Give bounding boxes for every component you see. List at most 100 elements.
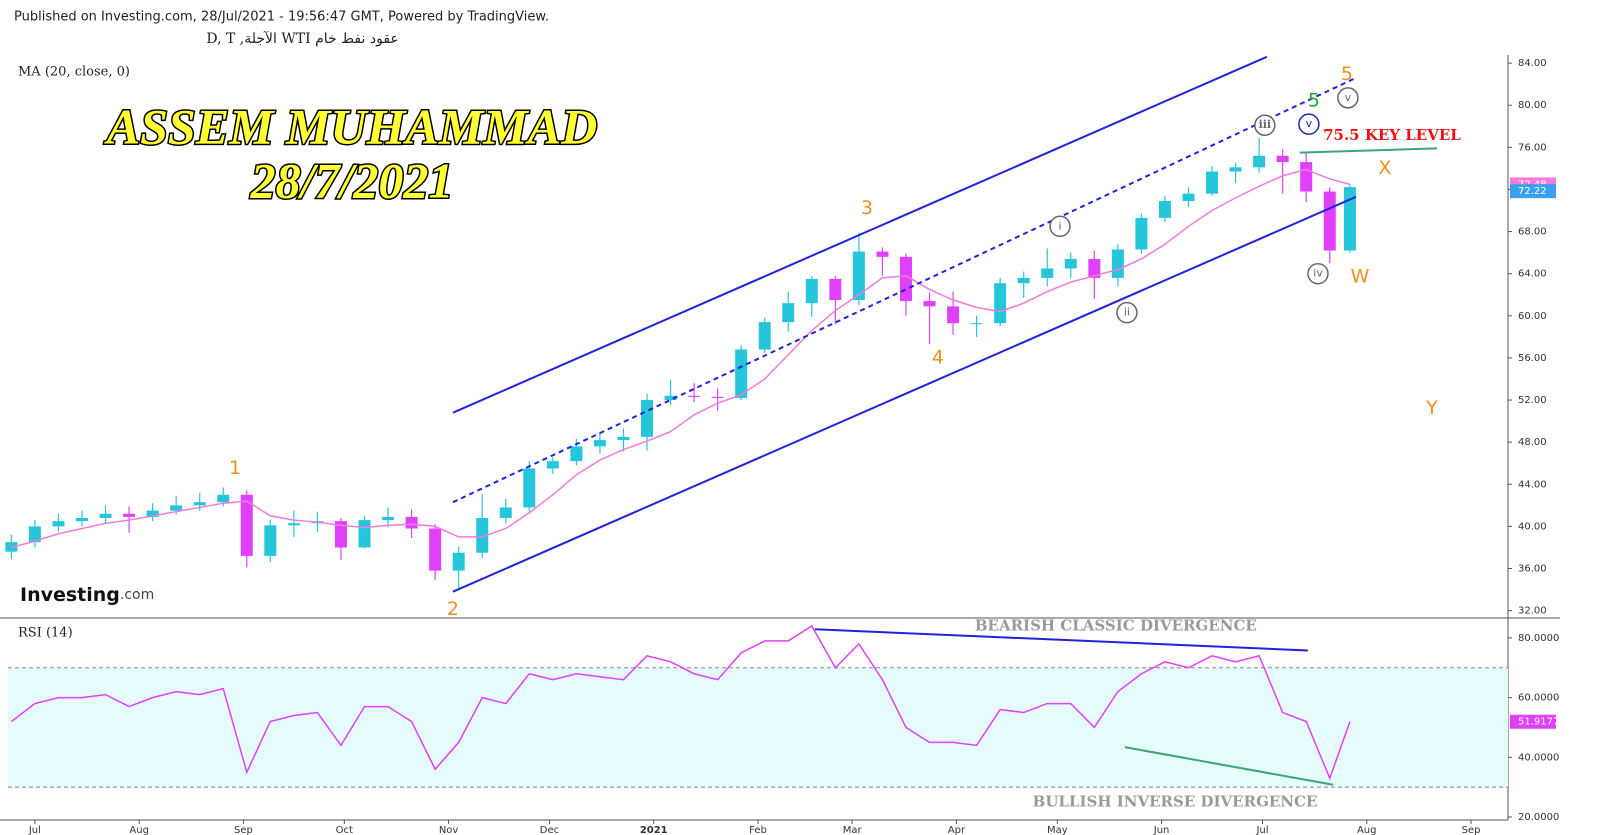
brand-name: Investing bbox=[20, 584, 120, 606]
trend-line bbox=[814, 628, 1308, 652]
candle-body bbox=[617, 436, 630, 441]
last-value-badge bbox=[1510, 714, 1556, 729]
wave-label: iii bbox=[1259, 118, 1272, 131]
candle-body bbox=[1017, 277, 1030, 284]
trend-line bbox=[452, 55, 1268, 414]
candle-body bbox=[240, 494, 253, 556]
y-tick-label: 32.00 bbox=[1518, 606, 1547, 617]
candle-body bbox=[52, 521, 65, 527]
wave-label: v bbox=[1345, 91, 1352, 104]
candle-body bbox=[170, 505, 183, 511]
y-tick-label: 52.00 bbox=[1518, 395, 1547, 406]
candle-body bbox=[664, 395, 677, 401]
candle-body bbox=[735, 349, 748, 398]
y-tick-label: 76.00 bbox=[1518, 142, 1547, 153]
candle-body bbox=[405, 516, 418, 529]
y-tick-label: 44.00 bbox=[1518, 479, 1547, 490]
candle-body bbox=[1323, 191, 1336, 251]
candle-body bbox=[264, 525, 277, 556]
candle-body bbox=[523, 468, 536, 508]
candle-body bbox=[1158, 201, 1171, 218]
wave-circle bbox=[1116, 301, 1138, 324]
x-tick-label: Oct bbox=[336, 825, 353, 835]
brand-suffix: .com bbox=[120, 587, 154, 603]
candle-body bbox=[193, 502, 206, 506]
x-tick-label: Aug bbox=[1357, 825, 1377, 835]
candle-body bbox=[1300, 162, 1313, 192]
candle-body bbox=[688, 395, 701, 397]
candle-body bbox=[1276, 155, 1289, 163]
annotation: 2 bbox=[447, 598, 459, 620]
annotation: 5 bbox=[1308, 90, 1320, 112]
x-tick-label: May bbox=[1047, 825, 1068, 835]
y-tick-label: 60.00 bbox=[1518, 311, 1547, 322]
candle-body bbox=[758, 322, 771, 350]
candle-body bbox=[99, 513, 112, 518]
annotation: BULLISH INVERSE DIVERGENCE bbox=[1033, 793, 1318, 811]
annotation: 75.5 KEY LEVEL bbox=[1323, 126, 1461, 144]
candle-body bbox=[1182, 193, 1195, 202]
annotation: X bbox=[1378, 157, 1391, 179]
candle-body bbox=[1229, 167, 1242, 172]
rsi-band bbox=[8, 667, 1508, 788]
candle-body bbox=[75, 517, 88, 522]
y-tick-label: 84.00 bbox=[1518, 58, 1547, 69]
candle-body bbox=[994, 283, 1007, 324]
candle-body bbox=[876, 251, 889, 257]
brand: Investing.com bbox=[20, 584, 154, 606]
wave-circle bbox=[1049, 215, 1071, 238]
wave-label: ii bbox=[1124, 306, 1130, 319]
candle-body bbox=[641, 400, 654, 437]
ma-line bbox=[11, 168, 1351, 549]
candle-body bbox=[546, 461, 559, 469]
candle-body bbox=[382, 516, 395, 521]
author-date: 28/7/2021 bbox=[250, 152, 454, 208]
x-tick-label: Mar bbox=[843, 825, 863, 835]
annotation: Y bbox=[1425, 397, 1438, 419]
candle-body bbox=[947, 306, 960, 324]
annotation: 1 bbox=[229, 457, 241, 479]
candle-body bbox=[287, 523, 300, 526]
y-tick-label: 48.00 bbox=[1518, 437, 1547, 448]
candle-body bbox=[923, 301, 936, 307]
candle-body bbox=[429, 528, 442, 571]
rsi-line bbox=[10, 624, 1351, 781]
candle-body bbox=[334, 521, 347, 548]
candle-body bbox=[1041, 268, 1054, 278]
x-tick-label: Aug bbox=[129, 825, 149, 835]
y-tick-label: 64.00 bbox=[1518, 269, 1547, 280]
candle-body bbox=[570, 446, 583, 462]
candle-body bbox=[452, 552, 465, 571]
x-tick-label: 2021 bbox=[640, 825, 668, 835]
candle-body bbox=[711, 396, 724, 398]
symbol: عقود نفط خام WTI الآجلة, D, T bbox=[206, 30, 398, 47]
y-tick-label: 68.00 bbox=[1518, 227, 1547, 238]
wave-circle bbox=[1307, 262, 1329, 285]
candle-body bbox=[805, 278, 818, 304]
candle-body bbox=[1111, 249, 1124, 278]
y-tick-label: 40.00 bbox=[1518, 521, 1547, 532]
ma-legend: MA (20, close, 0) bbox=[18, 65, 130, 80]
x-tick-label: Sep bbox=[1462, 825, 1481, 835]
candle-body bbox=[1088, 258, 1101, 278]
rsi-y-tick-label: 80.0000 bbox=[1518, 633, 1559, 644]
candle-body bbox=[1064, 258, 1077, 269]
annotation: 3 bbox=[861, 197, 873, 219]
candle-body bbox=[829, 278, 842, 301]
wave-circle bbox=[1254, 114, 1276, 136]
trend-line bbox=[1299, 147, 1438, 154]
rsi-y-tick-label: 20.0000 bbox=[1518, 812, 1559, 823]
candle-body bbox=[593, 440, 606, 447]
candle-body bbox=[123, 513, 136, 517]
candle-body bbox=[28, 526, 41, 543]
wave-label: i bbox=[1058, 219, 1061, 232]
rsi-legend: RSI (14) bbox=[18, 626, 73, 641]
wave-circle bbox=[1337, 87, 1359, 109]
trend-line bbox=[1124, 746, 1334, 786]
wave-circle bbox=[1298, 113, 1320, 135]
trend-line bbox=[452, 195, 1357, 593]
last-value-badge bbox=[1510, 184, 1556, 199]
x-tick-label: Jul bbox=[1255, 825, 1268, 835]
